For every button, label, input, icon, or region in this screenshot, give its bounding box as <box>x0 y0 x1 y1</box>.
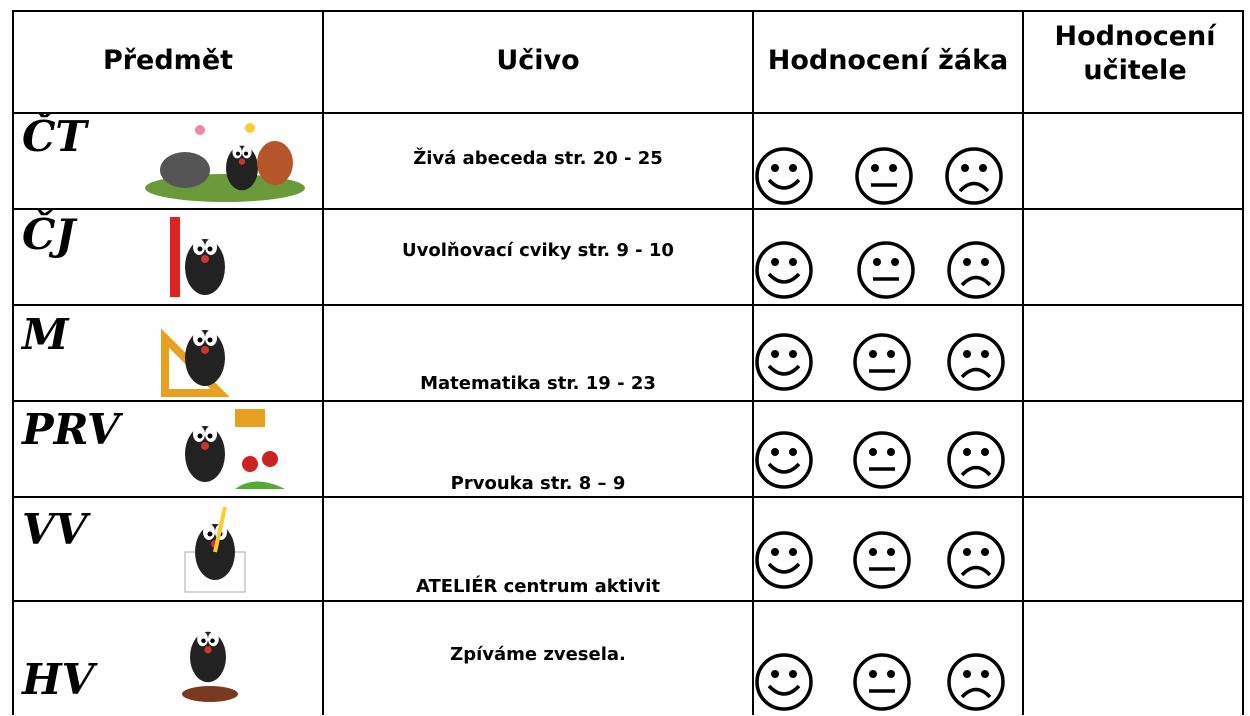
illustration <box>161 328 230 397</box>
rating-faces <box>755 147 1003 205</box>
rating-faces <box>755 431 1005 489</box>
border <box>12 10 14 715</box>
rating-faces <box>755 653 1005 711</box>
topic: Živá abeceda str. 20 - 25 <box>413 148 663 169</box>
illustration <box>145 123 305 202</box>
column-header: Předmět <box>102 45 234 76</box>
illustration <box>182 631 238 702</box>
column-header: Učivo <box>496 45 580 76</box>
border <box>752 10 754 715</box>
rating-faces <box>755 531 1005 589</box>
subject: ČT <box>22 112 87 161</box>
rating-faces <box>755 333 1005 391</box>
illustration <box>185 409 285 489</box>
illustration <box>170 217 225 297</box>
topic: Matematika str. 19 - 23 <box>420 373 656 394</box>
subject: M <box>22 310 69 359</box>
border <box>1022 10 1024 715</box>
border <box>12 112 1244 114</box>
column-header: Hodnocení žáka <box>767 45 1009 76</box>
border <box>12 10 1244 12</box>
topic: Prvouka str. 8 – 9 <box>450 473 626 494</box>
subject: ČJ <box>22 210 76 259</box>
topic: Uvolňovací cviky str. 9 - 10 <box>402 240 674 261</box>
border <box>12 208 1244 210</box>
topic: Zpíváme zvesela. <box>450 644 626 665</box>
illustration <box>184 506 246 593</box>
rating-faces <box>755 241 1005 299</box>
border <box>322 10 324 715</box>
subject: VV <box>22 505 88 554</box>
subject: HV <box>22 655 95 704</box>
border <box>12 496 1244 498</box>
border <box>12 400 1244 402</box>
border <box>12 304 1244 306</box>
border <box>1242 10 1244 715</box>
topic: ATELIÉR centrum aktivit <box>415 576 661 597</box>
subject: PRV <box>22 405 120 454</box>
border <box>12 600 1244 602</box>
column-header: Hodnocení učitele <box>1054 21 1216 86</box>
